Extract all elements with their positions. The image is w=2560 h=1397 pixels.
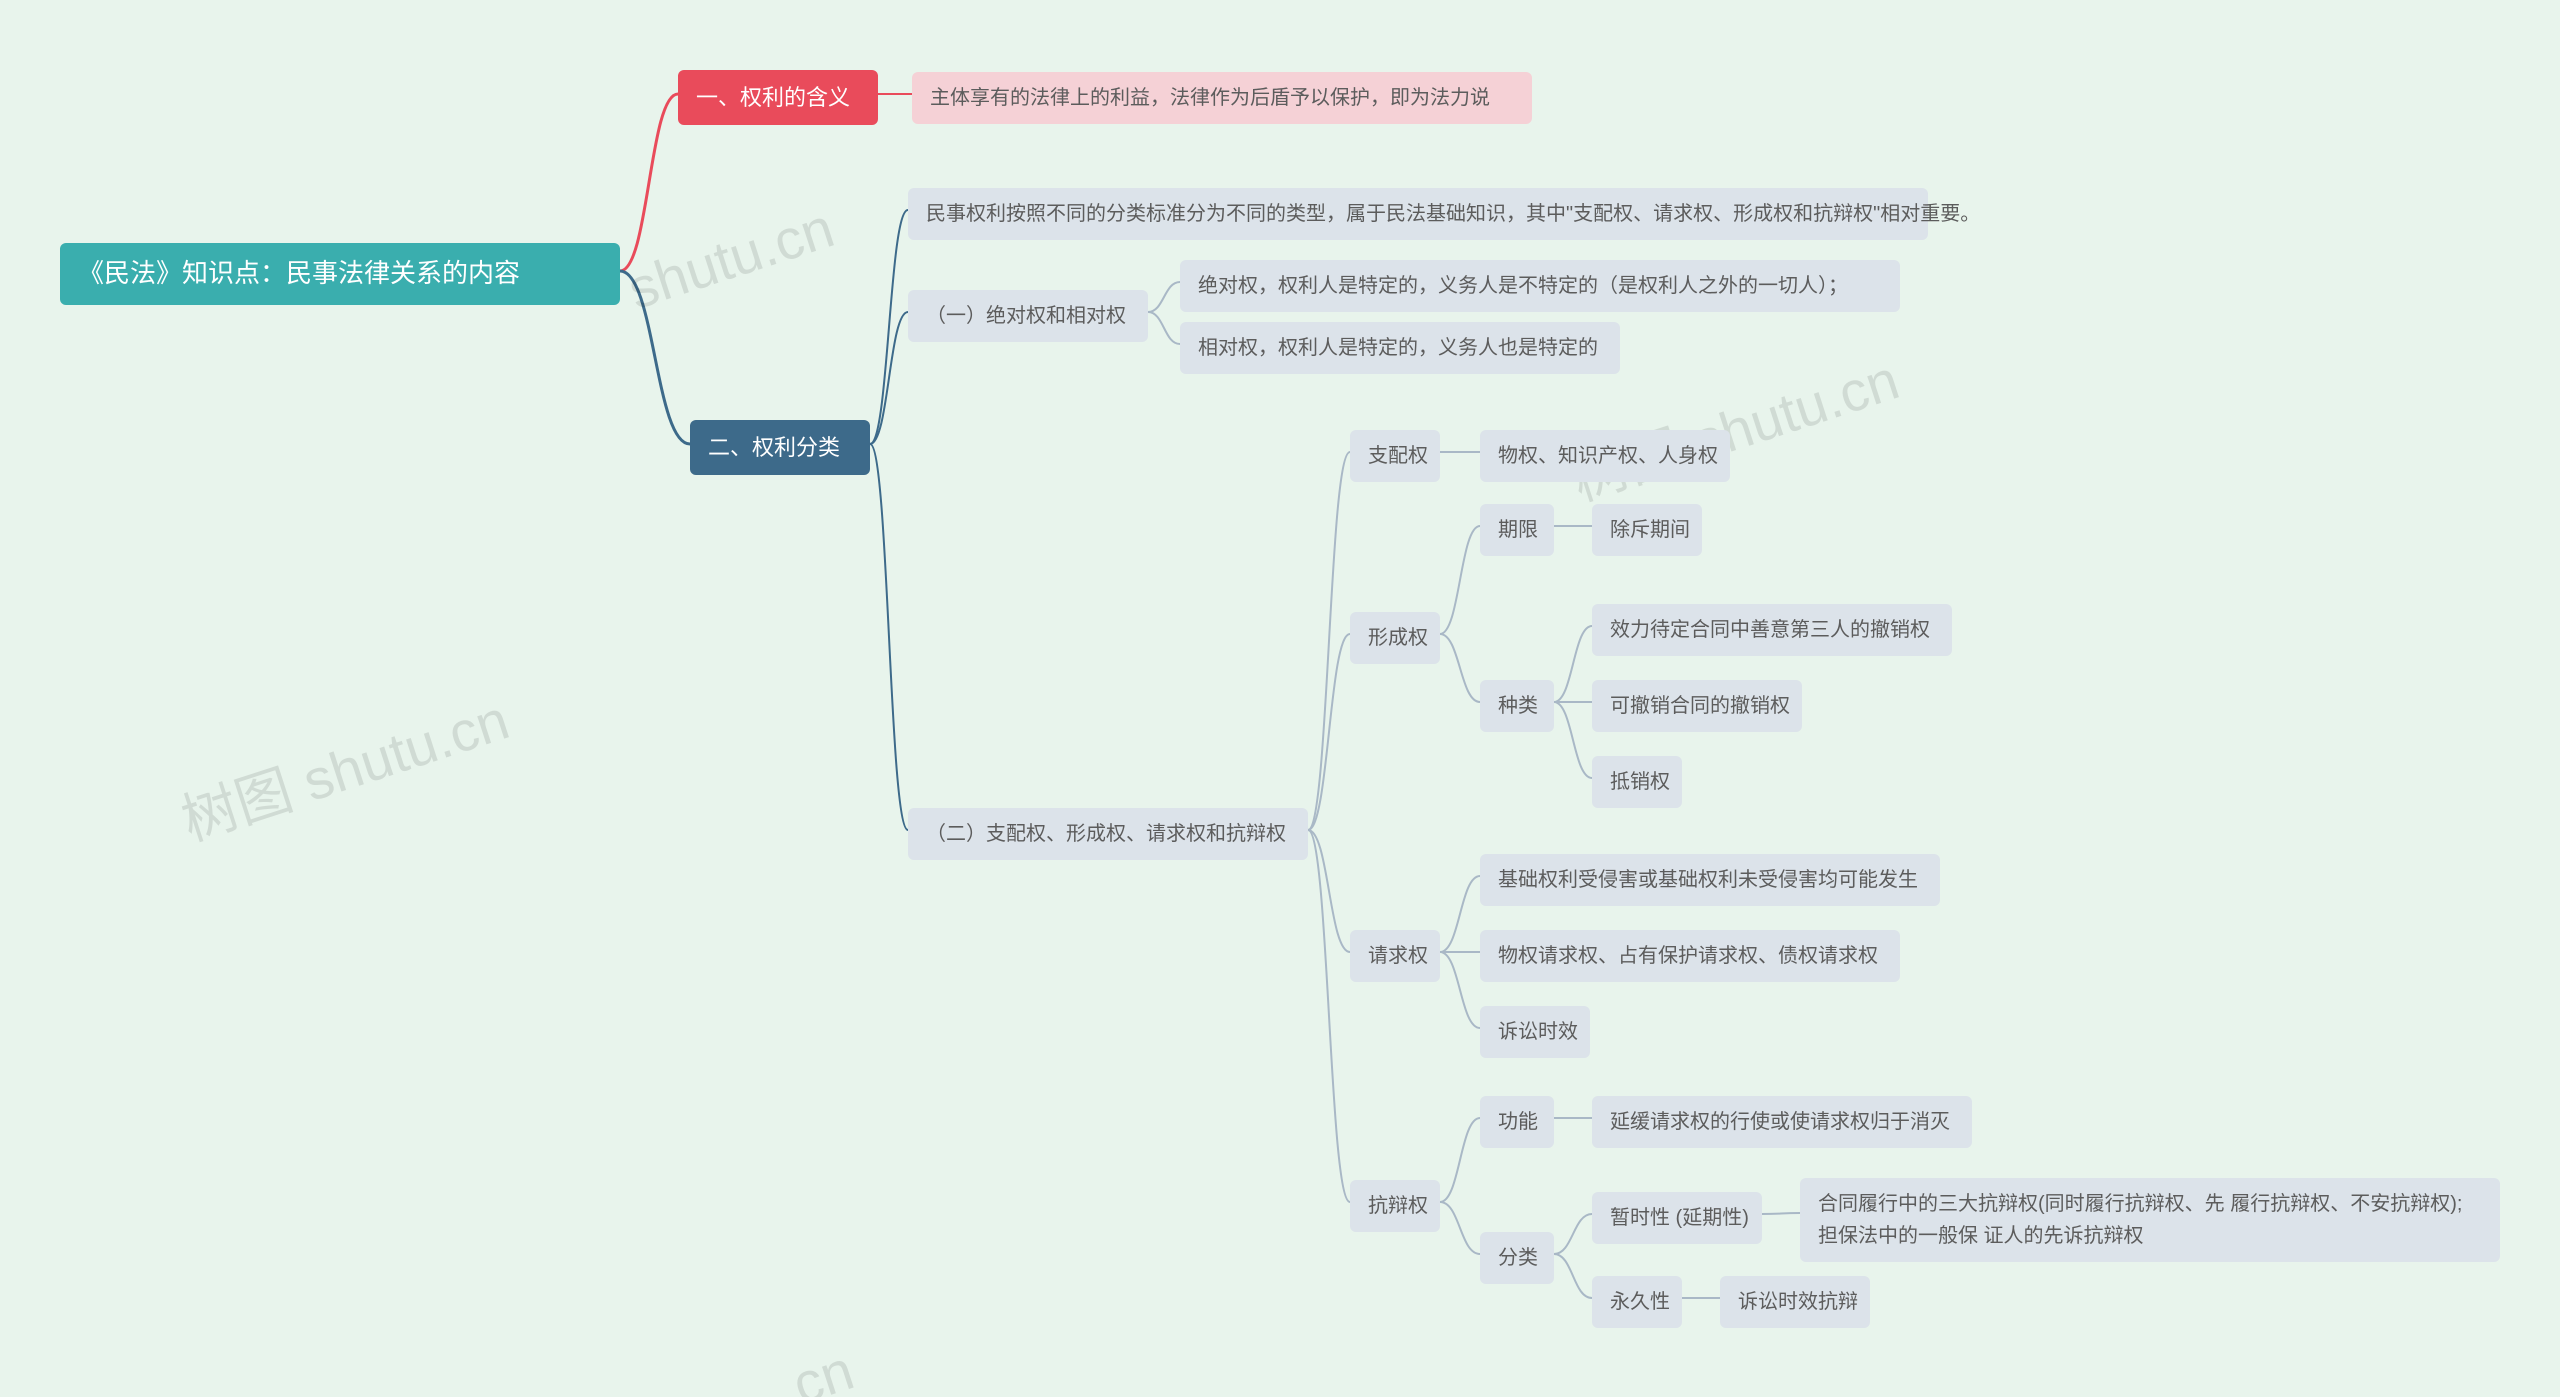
edge-b2-b2s2	[870, 444, 908, 830]
node-qqq1[interactable]: 基础权利受侵害或基础权利未受侵害均可能发生	[1480, 854, 1940, 906]
edge-xcq-xcq_zl	[1440, 634, 1480, 702]
node-kbq_fl1a[interactable]: 合同履行中的三大抗辩权(同时履行抗辩权、先 履行抗辩权、不安抗辩权);担保法中的…	[1800, 1178, 2500, 1262]
edge-kbq_fl1-kbq_fl1a	[1762, 1213, 1800, 1214]
edge-root-b1	[620, 94, 678, 271]
edge-b2s2-xcq	[1308, 634, 1350, 830]
edge-root-b2	[620, 271, 690, 444]
node-zpq1[interactable]: 物权、知识产权、人身权	[1480, 430, 1730, 482]
node-xcq_qx1[interactable]: 除斥期间	[1592, 504, 1702, 556]
node-kbq_gn[interactable]: 功能	[1480, 1096, 1554, 1148]
edge-qqq-qqq3	[1440, 952, 1480, 1028]
edge-xcq-xcq_qx	[1440, 526, 1480, 634]
node-b2s2[interactable]: （二）支配权、形成权、请求权和抗辩权	[908, 808, 1308, 860]
node-qqq[interactable]: 请求权	[1350, 930, 1440, 982]
node-b2intro[interactable]: 民事权利按照不同的分类标准分为不同的类型，属于民法基础知识，其中"支配权、请求权…	[908, 188, 1928, 240]
node-kbq_fl[interactable]: 分类	[1480, 1232, 1554, 1284]
edge-b2s2-qqq	[1308, 830, 1350, 952]
node-xcq_zl1[interactable]: 效力待定合同中善意第三人的撤销权	[1592, 604, 1952, 656]
node-kbq_fl1[interactable]: 暂时性 (延期性)	[1592, 1192, 1762, 1244]
node-kbq_fl2a[interactable]: 诉讼时效抗辩	[1720, 1276, 1870, 1328]
node-xcq_zl[interactable]: 种类	[1480, 680, 1554, 732]
node-kbq_gn1[interactable]: 延缓请求权的行使或使请求权归于消灭	[1592, 1096, 1972, 1148]
node-b2s1a[interactable]: 绝对权，权利人是特定的，义务人是不特定的（是权利人之外的一切人）；	[1180, 260, 1900, 312]
edge-b2s2-zpq	[1308, 452, 1350, 830]
node-zpq[interactable]: 支配权	[1350, 430, 1440, 482]
node-xcq[interactable]: 形成权	[1350, 612, 1440, 664]
watermark: .cn	[770, 1337, 861, 1397]
node-root[interactable]: 《民法》知识点：民事法律关系的内容	[60, 243, 620, 305]
edge-kbq_fl-kbq_fl2	[1554, 1254, 1592, 1298]
edge-b2s1-b2s1b	[1148, 312, 1180, 344]
node-b2s1[interactable]: （一）绝对权和相对权	[908, 290, 1148, 342]
edge-xcq_zl-xcq_zl1	[1554, 626, 1592, 702]
node-kbq[interactable]: 抗辩权	[1350, 1180, 1440, 1232]
node-b2[interactable]: 二、权利分类	[690, 420, 870, 475]
watermark: shutu.cn	[620, 195, 841, 322]
node-xcq_zl2[interactable]: 可撤销合同的撤销权	[1592, 680, 1802, 732]
mindmap-canvas: 树图 shutu.cnshutu.cn树图 shutu.cn.cn《民法》知识点…	[0, 0, 2560, 1397]
node-b2s1b[interactable]: 相对权，权利人是特定的，义务人也是特定的	[1180, 322, 1620, 374]
node-xcq_qx[interactable]: 期限	[1480, 504, 1554, 556]
edge-b2s2-kbq	[1308, 830, 1350, 1202]
node-xcq_zl3[interactable]: 抵销权	[1592, 756, 1682, 808]
edge-kbq_fl-kbq_fl1	[1554, 1214, 1592, 1254]
watermark: 树图 shutu.cn	[170, 675, 518, 857]
edge-kbq-kbq_gn	[1440, 1118, 1480, 1202]
edge-b2-b2intro	[870, 210, 908, 444]
edge-xcq_zl-xcq_zl3	[1554, 702, 1592, 778]
node-b1[interactable]: 一、权利的含义	[678, 70, 878, 125]
edge-b2-b2s1	[870, 312, 908, 444]
node-qqq2[interactable]: 物权请求权、占有保护请求权、债权请求权	[1480, 930, 1900, 982]
node-b1a[interactable]: 主体享有的法律上的利益，法律作为后盾予以保护，即为法力说	[912, 72, 1532, 124]
node-qqq3[interactable]: 诉讼时效	[1480, 1006, 1590, 1058]
node-kbq_fl2[interactable]: 永久性	[1592, 1276, 1682, 1328]
edge-qqq-qqq1	[1440, 876, 1480, 952]
edge-b2s1-b2s1a	[1148, 282, 1180, 312]
edge-kbq-kbq_fl	[1440, 1202, 1480, 1254]
